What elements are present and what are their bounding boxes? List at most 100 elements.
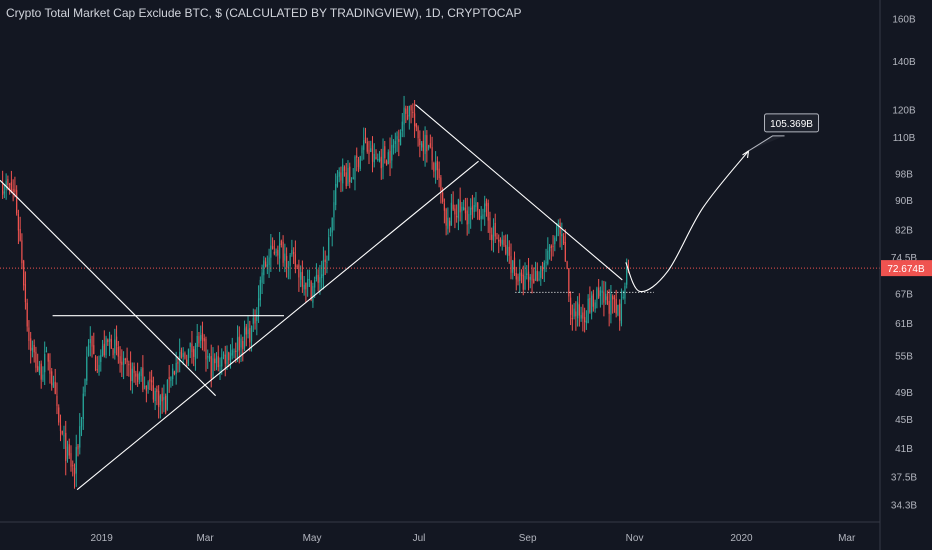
candle-body [387, 152, 389, 165]
candle-body [152, 385, 154, 400]
candle-body [438, 168, 440, 179]
candle-body [189, 343, 191, 347]
candle-body [28, 327, 30, 341]
candle-body [210, 355, 212, 379]
candle-body [52, 382, 55, 388]
trendline [0, 179, 217, 397]
candle-body [613, 297, 616, 299]
candle-body [550, 245, 552, 248]
candle-body [9, 183, 11, 185]
candle-body [554, 237, 556, 245]
candle-body [582, 312, 584, 319]
y-tick-label: 120B [892, 105, 916, 116]
candle-body [310, 281, 312, 301]
candle-body [31, 347, 34, 351]
drawings: 105.369B [0, 104, 880, 491]
y-tick-label: 45B [895, 415, 913, 426]
candle-body [522, 274, 524, 290]
candle-body [2, 183, 4, 195]
candle-body [105, 337, 107, 356]
candle-body [322, 259, 325, 276]
candle-body [442, 192, 444, 202]
candle-body [201, 333, 204, 340]
candle-body [144, 386, 146, 388]
candle-body [49, 360, 51, 374]
candle-body [333, 202, 335, 218]
candle-body [359, 156, 361, 169]
candle-body [410, 105, 412, 111]
candle-body [315, 275, 318, 279]
candle-body [98, 364, 100, 373]
candle-body [119, 356, 121, 364]
candle-body [526, 273, 528, 275]
candle-body [280, 240, 282, 245]
candle-body [235, 350, 237, 353]
y-tick-label: 67B [895, 289, 913, 300]
candle-body [485, 201, 488, 207]
candle-body [440, 177, 442, 191]
candle-body [354, 156, 356, 180]
candle-body [564, 241, 566, 262]
candle-body [594, 302, 596, 309]
y-tick-label: 34.3B [891, 500, 917, 511]
candle-body [392, 144, 395, 148]
current-price-label: 72.674B [887, 264, 925, 275]
candle-body [429, 143, 431, 147]
projection-curve [625, 150, 749, 293]
candle-body [489, 217, 491, 233]
candle-body [296, 265, 298, 267]
candle-body [373, 153, 375, 163]
candle-body [412, 111, 414, 113]
candle-body [243, 328, 246, 348]
candle-body [422, 140, 424, 152]
candle-body [598, 287, 600, 298]
candle-body [203, 338, 205, 342]
candle-body [606, 296, 609, 304]
candle-body [238, 336, 240, 351]
candle-body [96, 369, 98, 371]
candle-body [347, 167, 349, 184]
candle-body [580, 315, 582, 319]
y-tick-label: 90B [895, 196, 913, 207]
candle-body [466, 210, 468, 225]
candle-body [342, 164, 344, 184]
candle-body [61, 431, 63, 434]
candle-body [385, 160, 388, 166]
candle-body [219, 365, 221, 367]
candle-body [145, 385, 147, 391]
candle-body [361, 147, 363, 154]
trendline [76, 160, 479, 491]
candle-body [343, 167, 346, 171]
candle-body [271, 246, 274, 249]
candle-body [56, 395, 58, 406]
candle-body [70, 453, 72, 467]
candle-body [463, 207, 465, 210]
candle-body [72, 465, 74, 467]
candle-body [494, 222, 496, 237]
x-tick-label: Jul [413, 533, 426, 544]
candle-body [140, 368, 142, 377]
candle-body [620, 299, 623, 324]
candle-body [496, 237, 498, 239]
candle-body [30, 338, 32, 351]
y-axis: 160B 140B 120B 110B 98B 90B 82B 67B 61B 55B 49B 45B… [879, 0, 932, 550]
candle-body [413, 113, 416, 127]
candle-body [484, 203, 486, 213]
candle-body [161, 393, 163, 402]
candle-body [562, 236, 565, 244]
candle-body [168, 377, 170, 380]
candle-body [175, 363, 177, 375]
candle-body [443, 203, 445, 211]
candle-body [364, 137, 367, 142]
candle-body [396, 136, 398, 140]
candle-body [352, 177, 354, 180]
candle-body [454, 208, 456, 215]
candle-body [470, 207, 472, 216]
candle-body [165, 395, 167, 413]
candle-body [86, 356, 88, 381]
candle-body [10, 182, 12, 192]
candle-body [445, 209, 447, 226]
candle-body [279, 243, 281, 259]
candle-body [513, 257, 516, 271]
